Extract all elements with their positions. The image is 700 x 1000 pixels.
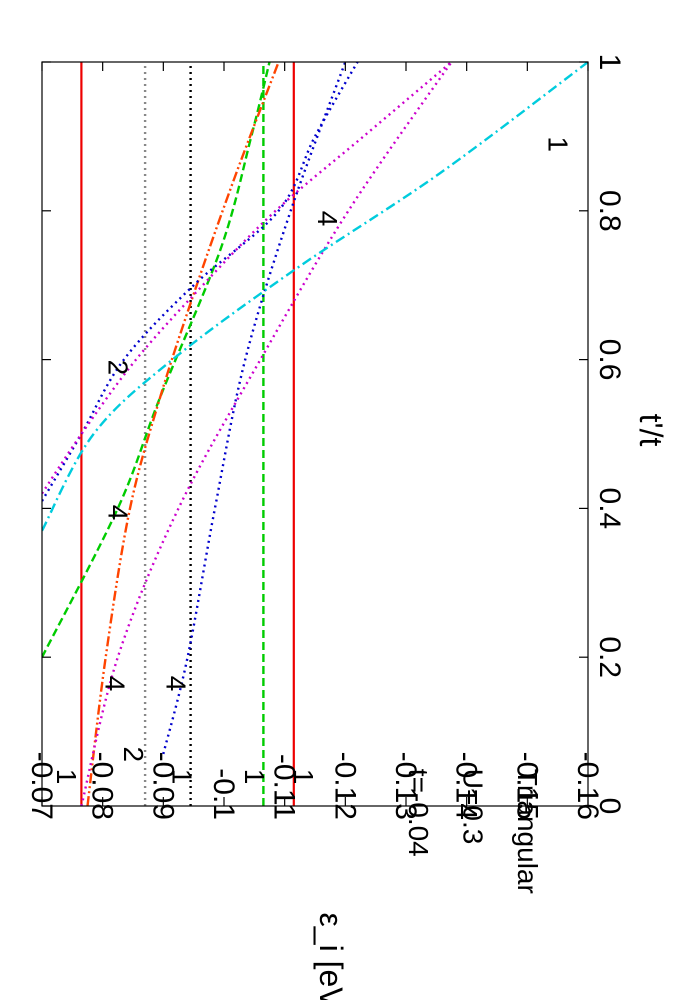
x-tick-label: 0.6 bbox=[593, 339, 626, 381]
y-tick-label: -0.11 bbox=[268, 754, 301, 820]
series-line-9 bbox=[42, 62, 359, 502]
y-tick-label: -0.09 bbox=[146, 752, 179, 820]
x-tick-label: 0 bbox=[593, 798, 626, 815]
y-tick-label: -0.12 bbox=[328, 752, 361, 820]
x-axis-title: t'/t bbox=[633, 414, 669, 447]
x-tick-label: 1 bbox=[593, 54, 626, 71]
chart-marks bbox=[42, 62, 588, 806]
annotation-label: 1 bbox=[51, 769, 82, 785]
series-line-12 bbox=[42, 62, 588, 532]
annotation-label: 1 bbox=[239, 769, 270, 785]
x-tick-label: 0.8 bbox=[593, 190, 626, 232]
series-line-11 bbox=[42, 62, 453, 495]
y-axis-title: ε_i [eV] bbox=[313, 913, 349, 1000]
annotation-label: 4 bbox=[103, 505, 134, 521]
annotation-label: t=-0.04 bbox=[403, 769, 434, 857]
annotation-label: 4 bbox=[100, 676, 131, 692]
y-tick-label: -0.14 bbox=[450, 752, 483, 820]
annotation-label: 1 bbox=[166, 769, 197, 785]
y-tick-label: -0.13 bbox=[389, 752, 422, 820]
annotation-label: Triangular bbox=[512, 769, 543, 894]
x-tick-label: 0.4 bbox=[593, 488, 626, 530]
annotation-label: 2 bbox=[118, 747, 149, 763]
y-tick-label: -0.07 bbox=[25, 752, 58, 820]
plot-frame bbox=[41, 61, 589, 807]
annotation-label: 4 bbox=[312, 211, 343, 227]
annotation-label: 2 bbox=[103, 360, 134, 376]
y-tick-label: -0.1 bbox=[207, 768, 240, 820]
annotation-label: 1 bbox=[288, 769, 319, 785]
y-tick-label: -0.15 bbox=[510, 752, 543, 820]
series-line-6 bbox=[42, 62, 271, 658]
y-tick-label: -0.16 bbox=[571, 752, 604, 820]
series-line-7 bbox=[86, 62, 280, 806]
annotation-label: 1 bbox=[543, 136, 574, 152]
axis-ticks: 00.20.40.60.81-0.07 -0.08 -0.09 -0.1 -0.11 -0… bbox=[25, 54, 626, 820]
y-tick-label: -0.08 bbox=[86, 752, 119, 820]
series-line-10 bbox=[80, 62, 453, 806]
series-line-8 bbox=[162, 62, 347, 755]
annotation-label: 4 bbox=[160, 676, 191, 692]
x-tick-label: 0.2 bbox=[593, 636, 626, 678]
